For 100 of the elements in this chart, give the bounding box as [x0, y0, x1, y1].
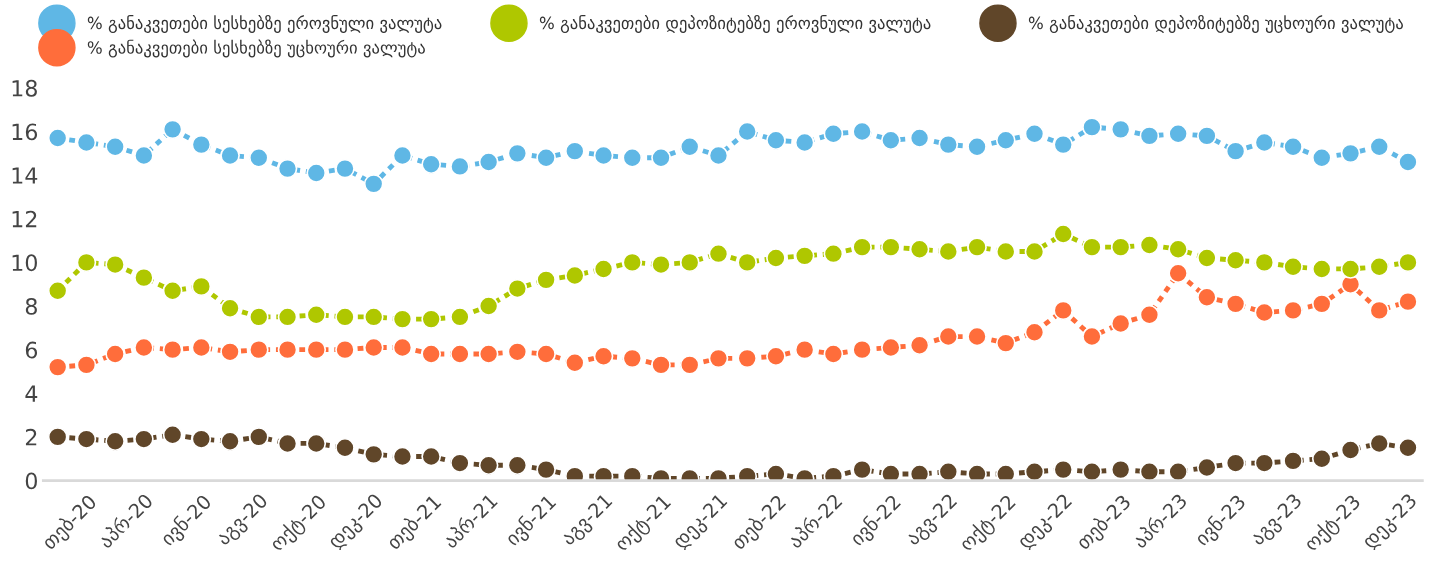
point: [1340, 143, 1361, 164]
point: [1283, 136, 1303, 157]
point: [1024, 461, 1045, 481]
point: [335, 339, 355, 360]
point: [909, 335, 930, 356]
point: [938, 461, 959, 481]
point: [392, 145, 413, 166]
point: [1082, 326, 1102, 347]
point: [450, 307, 470, 327]
point: [306, 304, 327, 325]
point: [507, 455, 528, 476]
point: [1110, 459, 1131, 480]
point: [47, 357, 68, 377]
point: [392, 309, 413, 329]
point: [191, 276, 212, 297]
point: [450, 453, 470, 473]
y-tick-label: 18: [12, 79, 37, 97]
point: [852, 121, 872, 142]
point: [277, 158, 298, 179]
point: [651, 355, 671, 375]
point: [1053, 459, 1074, 480]
point: [76, 252, 97, 273]
point: [1024, 123, 1045, 144]
point: [478, 152, 499, 172]
point: [76, 132, 97, 153]
point: [421, 446, 442, 467]
point: [622, 147, 643, 168]
point: [679, 136, 700, 157]
point: [708, 348, 729, 369]
point: [507, 143, 528, 164]
point: [794, 132, 815, 153]
point: [737, 348, 758, 369]
point: [1168, 123, 1189, 144]
point: [134, 337, 154, 358]
legend-label: % განაკვეთები სესხებზე ეროვნული ვალუტა: [87, 15, 442, 33]
point: [995, 464, 1016, 481]
point: [852, 237, 872, 257]
point: [1053, 134, 1074, 155]
point: [1024, 241, 1045, 262]
point: [1311, 147, 1332, 168]
y-tick-label: 6: [25, 341, 38, 359]
point: [1197, 287, 1217, 308]
point: [191, 134, 212, 155]
point: [823, 123, 844, 144]
point: [1254, 252, 1275, 273]
point: [421, 344, 442, 364]
point: [1110, 313, 1131, 334]
point: [1283, 256, 1303, 277]
point: [478, 296, 499, 316]
point: [306, 433, 327, 454]
point: [450, 156, 470, 177]
point: [1139, 126, 1160, 146]
point: [105, 254, 126, 275]
point: [1024, 322, 1045, 343]
point: [651, 254, 671, 275]
point: [335, 437, 355, 458]
point: [852, 339, 872, 360]
point: [1225, 453, 1246, 473]
point: [335, 307, 355, 327]
y-tick-label: 16: [12, 123, 38, 141]
point: [1053, 300, 1074, 321]
point: [1254, 132, 1275, 153]
point: [967, 237, 987, 257]
point: [134, 267, 154, 288]
point: [622, 348, 643, 369]
point: [1340, 259, 1361, 279]
point: [766, 464, 786, 481]
point: [1369, 136, 1390, 157]
point: [105, 431, 126, 452]
point: [1225, 293, 1246, 314]
point: [1139, 235, 1160, 255]
point: [938, 241, 959, 262]
point: [880, 130, 901, 151]
point: [1053, 224, 1074, 244]
point: [1082, 461, 1102, 481]
point: [392, 446, 413, 467]
point: [564, 352, 585, 373]
point: [421, 154, 442, 175]
legend-label: % განაკვეთები სესხებზე უცხოური ვალუტა: [87, 39, 425, 58]
point: [852, 459, 872, 480]
point: [162, 119, 183, 140]
point: [1369, 433, 1390, 454]
y-tick-label: 0: [25, 472, 37, 490]
point: [507, 341, 528, 362]
point: [880, 337, 901, 358]
point: [1369, 256, 1390, 277]
point: [1398, 152, 1418, 172]
point: [1311, 293, 1332, 314]
point: [220, 341, 240, 362]
point: [1082, 237, 1102, 257]
point: [220, 145, 240, 166]
point: [191, 337, 212, 358]
point: [76, 355, 97, 375]
point: [651, 147, 671, 168]
point: [478, 344, 499, 364]
point: [1398, 252, 1418, 273]
point: [363, 337, 384, 358]
point: [47, 280, 68, 301]
y-tick-label: 4: [25, 385, 38, 402]
point: [134, 145, 154, 166]
